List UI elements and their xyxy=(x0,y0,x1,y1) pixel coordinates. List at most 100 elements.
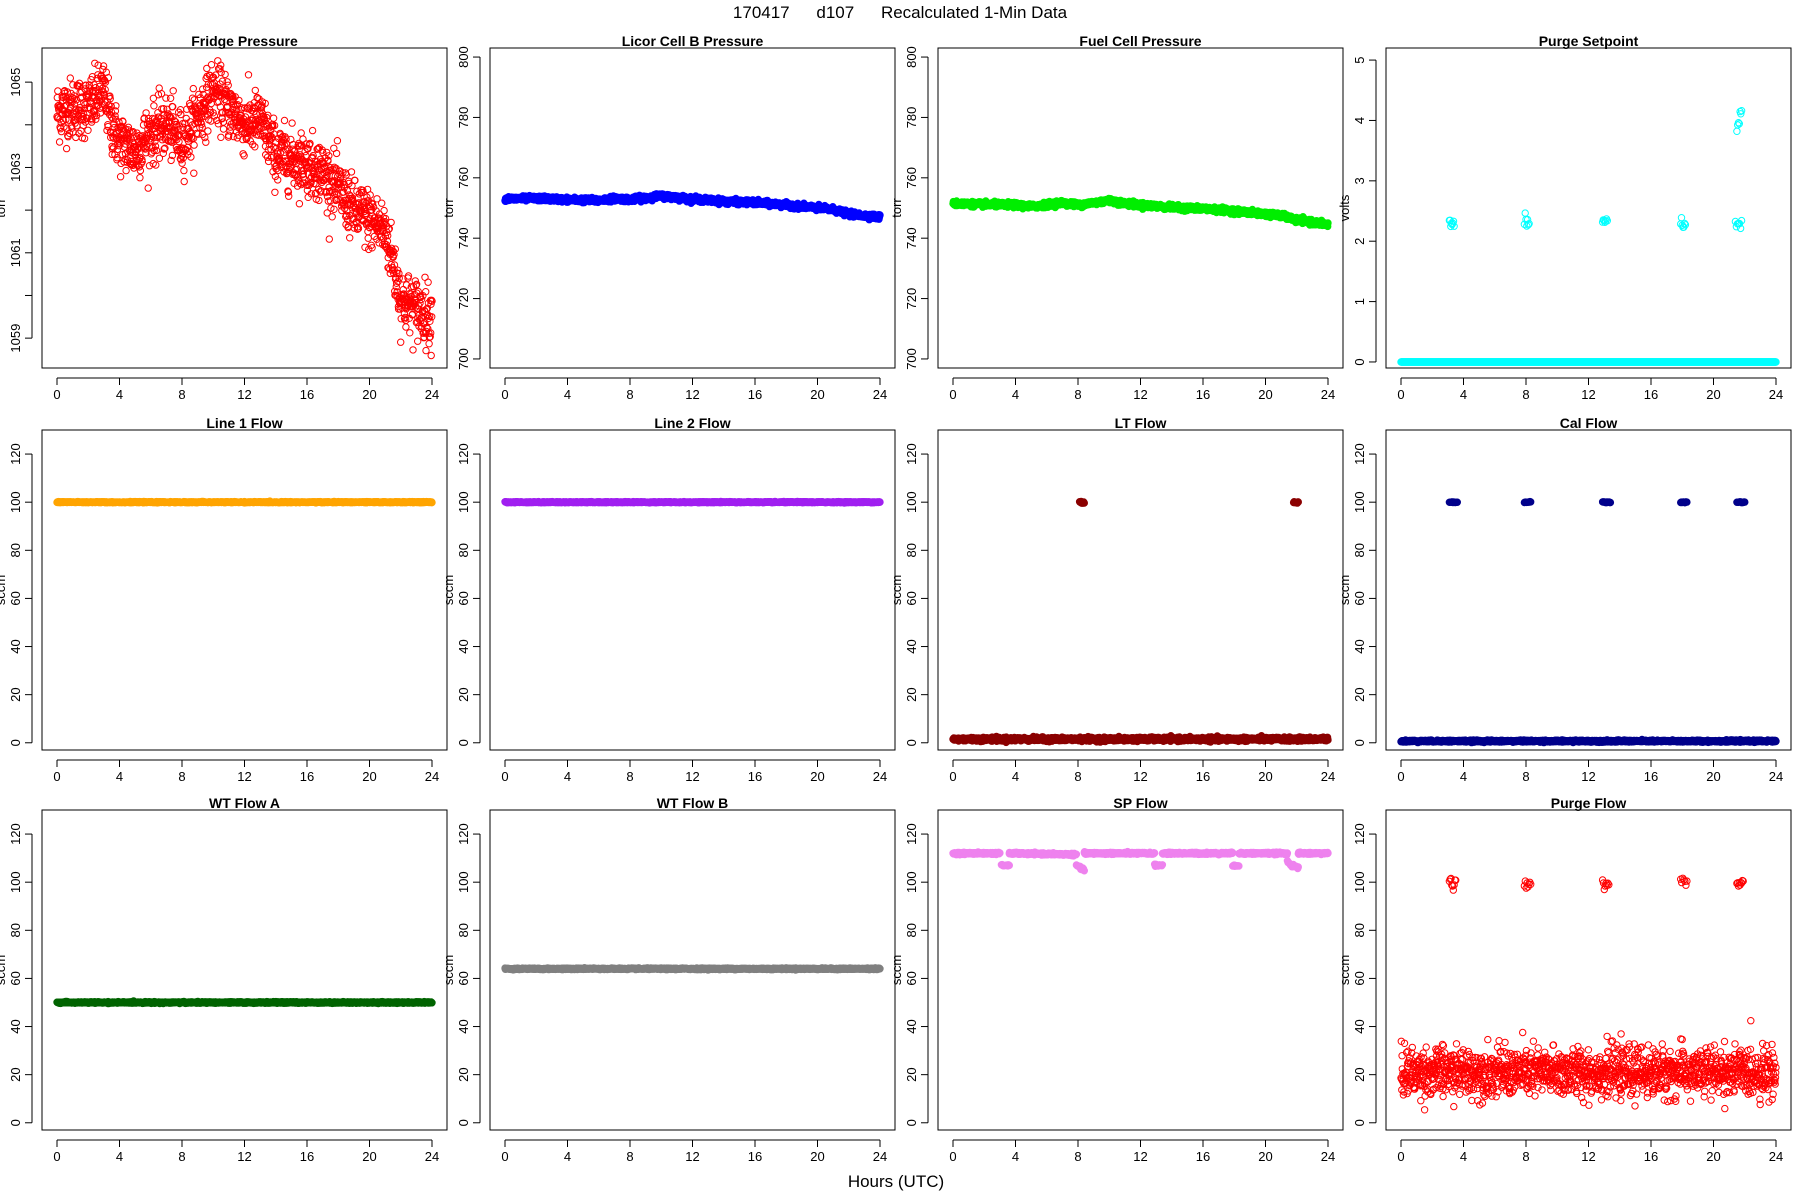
y-tick-label: 700 xyxy=(456,348,471,370)
x-tick-label: 8 xyxy=(626,387,633,402)
x-tick-label: 4 xyxy=(1460,387,1467,402)
plot-frame xyxy=(1386,48,1791,368)
x-axis: 0 4 8 12 16 20 24 xyxy=(501,378,887,402)
data-point xyxy=(56,139,62,145)
x-tick-label: 16 xyxy=(748,387,762,402)
x-tick-label: 20 xyxy=(1706,387,1720,402)
figure-title: 170417 d107 Recalculated 1-Min Data xyxy=(733,3,1068,22)
data-point xyxy=(222,71,228,77)
x-axis: 0 4 8 12 16 20 24 xyxy=(53,378,439,402)
data-point xyxy=(347,235,353,241)
x-tick-label: 20 xyxy=(362,387,376,402)
x-tick-label: 16 xyxy=(1196,387,1210,402)
x-tick-label: 16 xyxy=(1644,387,1658,402)
data-point xyxy=(289,120,295,126)
x-axis: 0 4 8 12 16 20 24 xyxy=(949,378,1335,402)
figure-title-doy: d107 xyxy=(816,3,854,22)
y-tick-label: 740 xyxy=(456,227,471,249)
y-tick-label: 760 xyxy=(904,167,919,189)
series-points xyxy=(54,58,435,359)
data-point xyxy=(428,352,434,358)
data-point xyxy=(426,341,432,347)
x-tick-label: 12 xyxy=(1133,387,1147,402)
data-point xyxy=(85,127,91,133)
data-point xyxy=(425,279,431,285)
x-tick-label: 24 xyxy=(1769,387,1783,402)
data-point xyxy=(348,169,354,175)
x-tick-label: 16 xyxy=(300,387,314,402)
data-point xyxy=(379,200,385,206)
data-point xyxy=(208,61,214,67)
data-point xyxy=(281,117,287,123)
y-axis: 1059106110631065torr xyxy=(0,68,32,353)
data-point xyxy=(218,134,224,140)
data-point xyxy=(365,228,371,234)
y-tick-label: 740 xyxy=(904,227,919,249)
y-axis-label: torr xyxy=(0,198,8,218)
data-point xyxy=(388,219,394,225)
data-point xyxy=(1325,220,1331,226)
data-point xyxy=(410,347,416,353)
data-point xyxy=(189,95,195,101)
y-tick-label: 1065 xyxy=(8,68,23,97)
series-points xyxy=(950,195,1331,229)
data-point xyxy=(181,167,187,173)
data-point xyxy=(407,330,413,336)
data-point xyxy=(326,236,332,242)
data-point xyxy=(272,189,278,195)
y-axis-label: torr xyxy=(889,198,904,218)
x-tick-label: 24 xyxy=(1321,387,1335,402)
y-tick-label: 760 xyxy=(456,167,471,189)
y-axis-label: volts xyxy=(1337,194,1352,221)
panel-title: Licor Cell B Pressure xyxy=(622,33,764,49)
data-point xyxy=(191,170,197,176)
x-tick-label: 24 xyxy=(425,387,439,402)
data-point xyxy=(381,207,387,213)
x-tick-label: 4 xyxy=(564,387,571,402)
data-point xyxy=(270,115,276,121)
x-tick-label: 8 xyxy=(1074,387,1081,402)
data-point xyxy=(205,128,211,134)
data-point xyxy=(309,127,315,133)
data-point xyxy=(365,235,371,241)
x-axis: 0 4 8 12 16 20 24 xyxy=(1397,378,1783,402)
y-tick-label: 720 xyxy=(456,288,471,310)
data-point xyxy=(67,75,73,81)
data-point xyxy=(170,88,176,94)
data-point xyxy=(334,138,340,144)
data-point xyxy=(55,88,61,94)
x-tick-label: 0 xyxy=(1397,387,1404,402)
data-point xyxy=(423,347,429,353)
data-point xyxy=(333,150,339,156)
data-point xyxy=(190,85,196,91)
panel-title: Fridge Pressure xyxy=(191,33,298,49)
panel-licor-cell-b-pressure: Licor Cell B Pressure0 4 8 12 16 20 2470072074… xyxy=(441,33,895,402)
x-tick-label: 20 xyxy=(810,387,824,402)
data-point xyxy=(203,139,209,145)
series-points xyxy=(502,191,883,223)
data-point xyxy=(403,324,409,330)
x-tick-label: 12 xyxy=(685,387,699,402)
y-tick-label: 2 xyxy=(1352,238,1367,245)
data-point xyxy=(146,163,152,169)
y-tick-label: 720 xyxy=(904,288,919,310)
panel-title: Purge Setpoint xyxy=(1539,33,1639,49)
data-point xyxy=(877,212,883,218)
data-point xyxy=(167,95,173,101)
x-tick-label: 12 xyxy=(237,387,251,402)
y-tick-label: 4 xyxy=(1352,117,1367,124)
y-tick-label: 3 xyxy=(1352,177,1367,184)
y-axis-label: torr xyxy=(441,198,456,218)
data-point xyxy=(252,87,258,93)
x-tick-label: 4 xyxy=(116,387,123,402)
y-tick-label: 1059 xyxy=(8,324,23,353)
y-tick-label: 800 xyxy=(456,46,471,68)
y-tick-label: 700 xyxy=(904,348,919,370)
data-point xyxy=(352,177,358,183)
data-point xyxy=(398,339,404,345)
x-tick-label: 20 xyxy=(1258,387,1272,402)
y-tick-label: 1063 xyxy=(8,153,23,182)
